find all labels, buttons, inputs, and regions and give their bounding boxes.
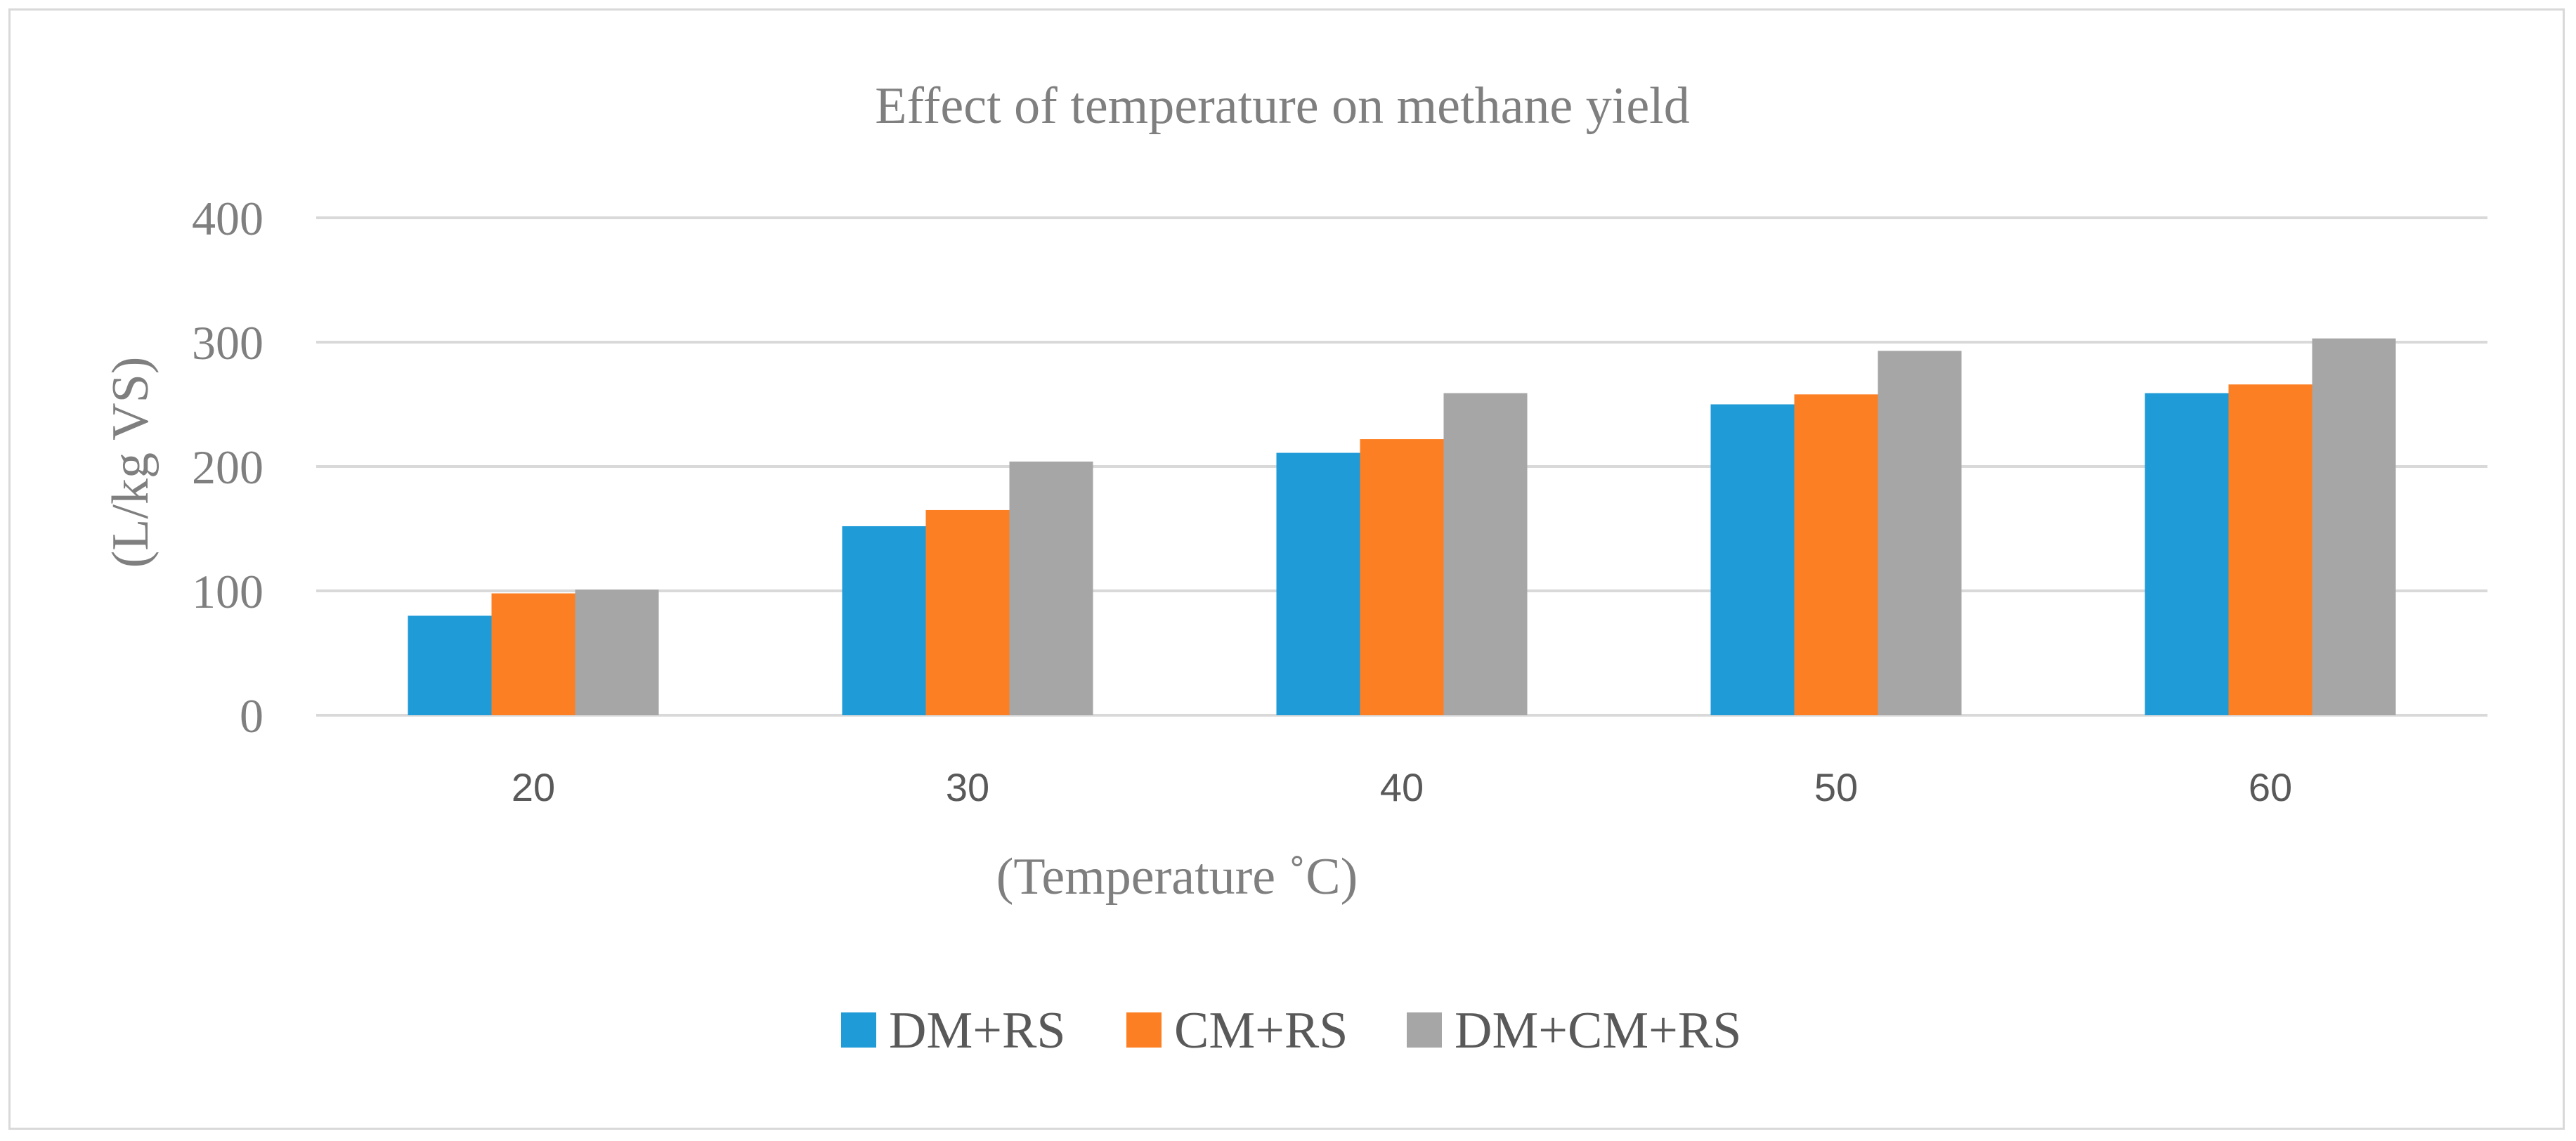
y-tick-label: 200 [192, 441, 264, 494]
x-tick-label: 60 [2249, 765, 2292, 809]
y-tick-label: 400 [192, 192, 264, 245]
bar-dm-rs-20 [408, 615, 492, 715]
x-tick-label: 20 [512, 765, 555, 809]
legend-swatch [841, 1012, 876, 1048]
x-axis-ticks: 20 30 40 50 60 [512, 765, 2292, 809]
bar-dm-cm-rs-50 [1878, 351, 1962, 715]
bar-dm-cm-rs-30 [1009, 461, 1093, 715]
bar-cm-rs-50 [1794, 394, 1878, 715]
legend: DM+RS CM+RS DM+CM+RS [841, 1002, 1741, 1060]
y-tick-label: 100 [192, 565, 264, 618]
chart-title: Effect of temperature on methane yield [875, 77, 1690, 135]
y-tick-label: 300 [192, 316, 264, 370]
legend-swatch [1126, 1012, 1162, 1048]
legend-item-cm-rs: CM+RS [1126, 1002, 1348, 1060]
bar-cm-rs-20 [491, 593, 575, 715]
x-tick-label: 50 [1814, 765, 1858, 809]
bar-dm-cm-rs-40 [1443, 393, 1528, 715]
bar-dm-cm-rs-60 [2312, 338, 2396, 715]
x-axis-label: (Temperature ˚C) [996, 848, 1358, 906]
x-tick-label: 40 [1380, 765, 1424, 809]
legend-label: CM+RS [1174, 1002, 1348, 1060]
x-tick-label: 30 [946, 765, 989, 809]
bar-dm-cm-rs-20 [575, 589, 659, 715]
bar-dm-rs-30 [842, 526, 926, 715]
y-tick-label: 0 [240, 689, 264, 743]
legend-label: DM+RS [889, 1002, 1065, 1060]
legend-swatch [1407, 1012, 1442, 1048]
legend-item-dm-cm-rs: DM+CM+RS [1407, 1002, 1741, 1060]
bar-cm-rs-30 [925, 509, 1010, 715]
bar-dm-rs-60 [2145, 393, 2229, 715]
bar-cm-rs-60 [2228, 384, 2312, 715]
legend-label: DM+CM+RS [1455, 1002, 1741, 1060]
bars [408, 338, 2396, 715]
bar-dm-rs-40 [1276, 452, 1360, 715]
bar-cm-rs-40 [1360, 439, 1444, 715]
legend-item-dm-rs: DM+RS [841, 1002, 1065, 1060]
y-axis-label: (L/kg VS) [102, 357, 160, 568]
y-axis-ticks: 0 100 200 300 400 [192, 192, 264, 743]
bar-dm-rs-50 [1710, 404, 1795, 715]
